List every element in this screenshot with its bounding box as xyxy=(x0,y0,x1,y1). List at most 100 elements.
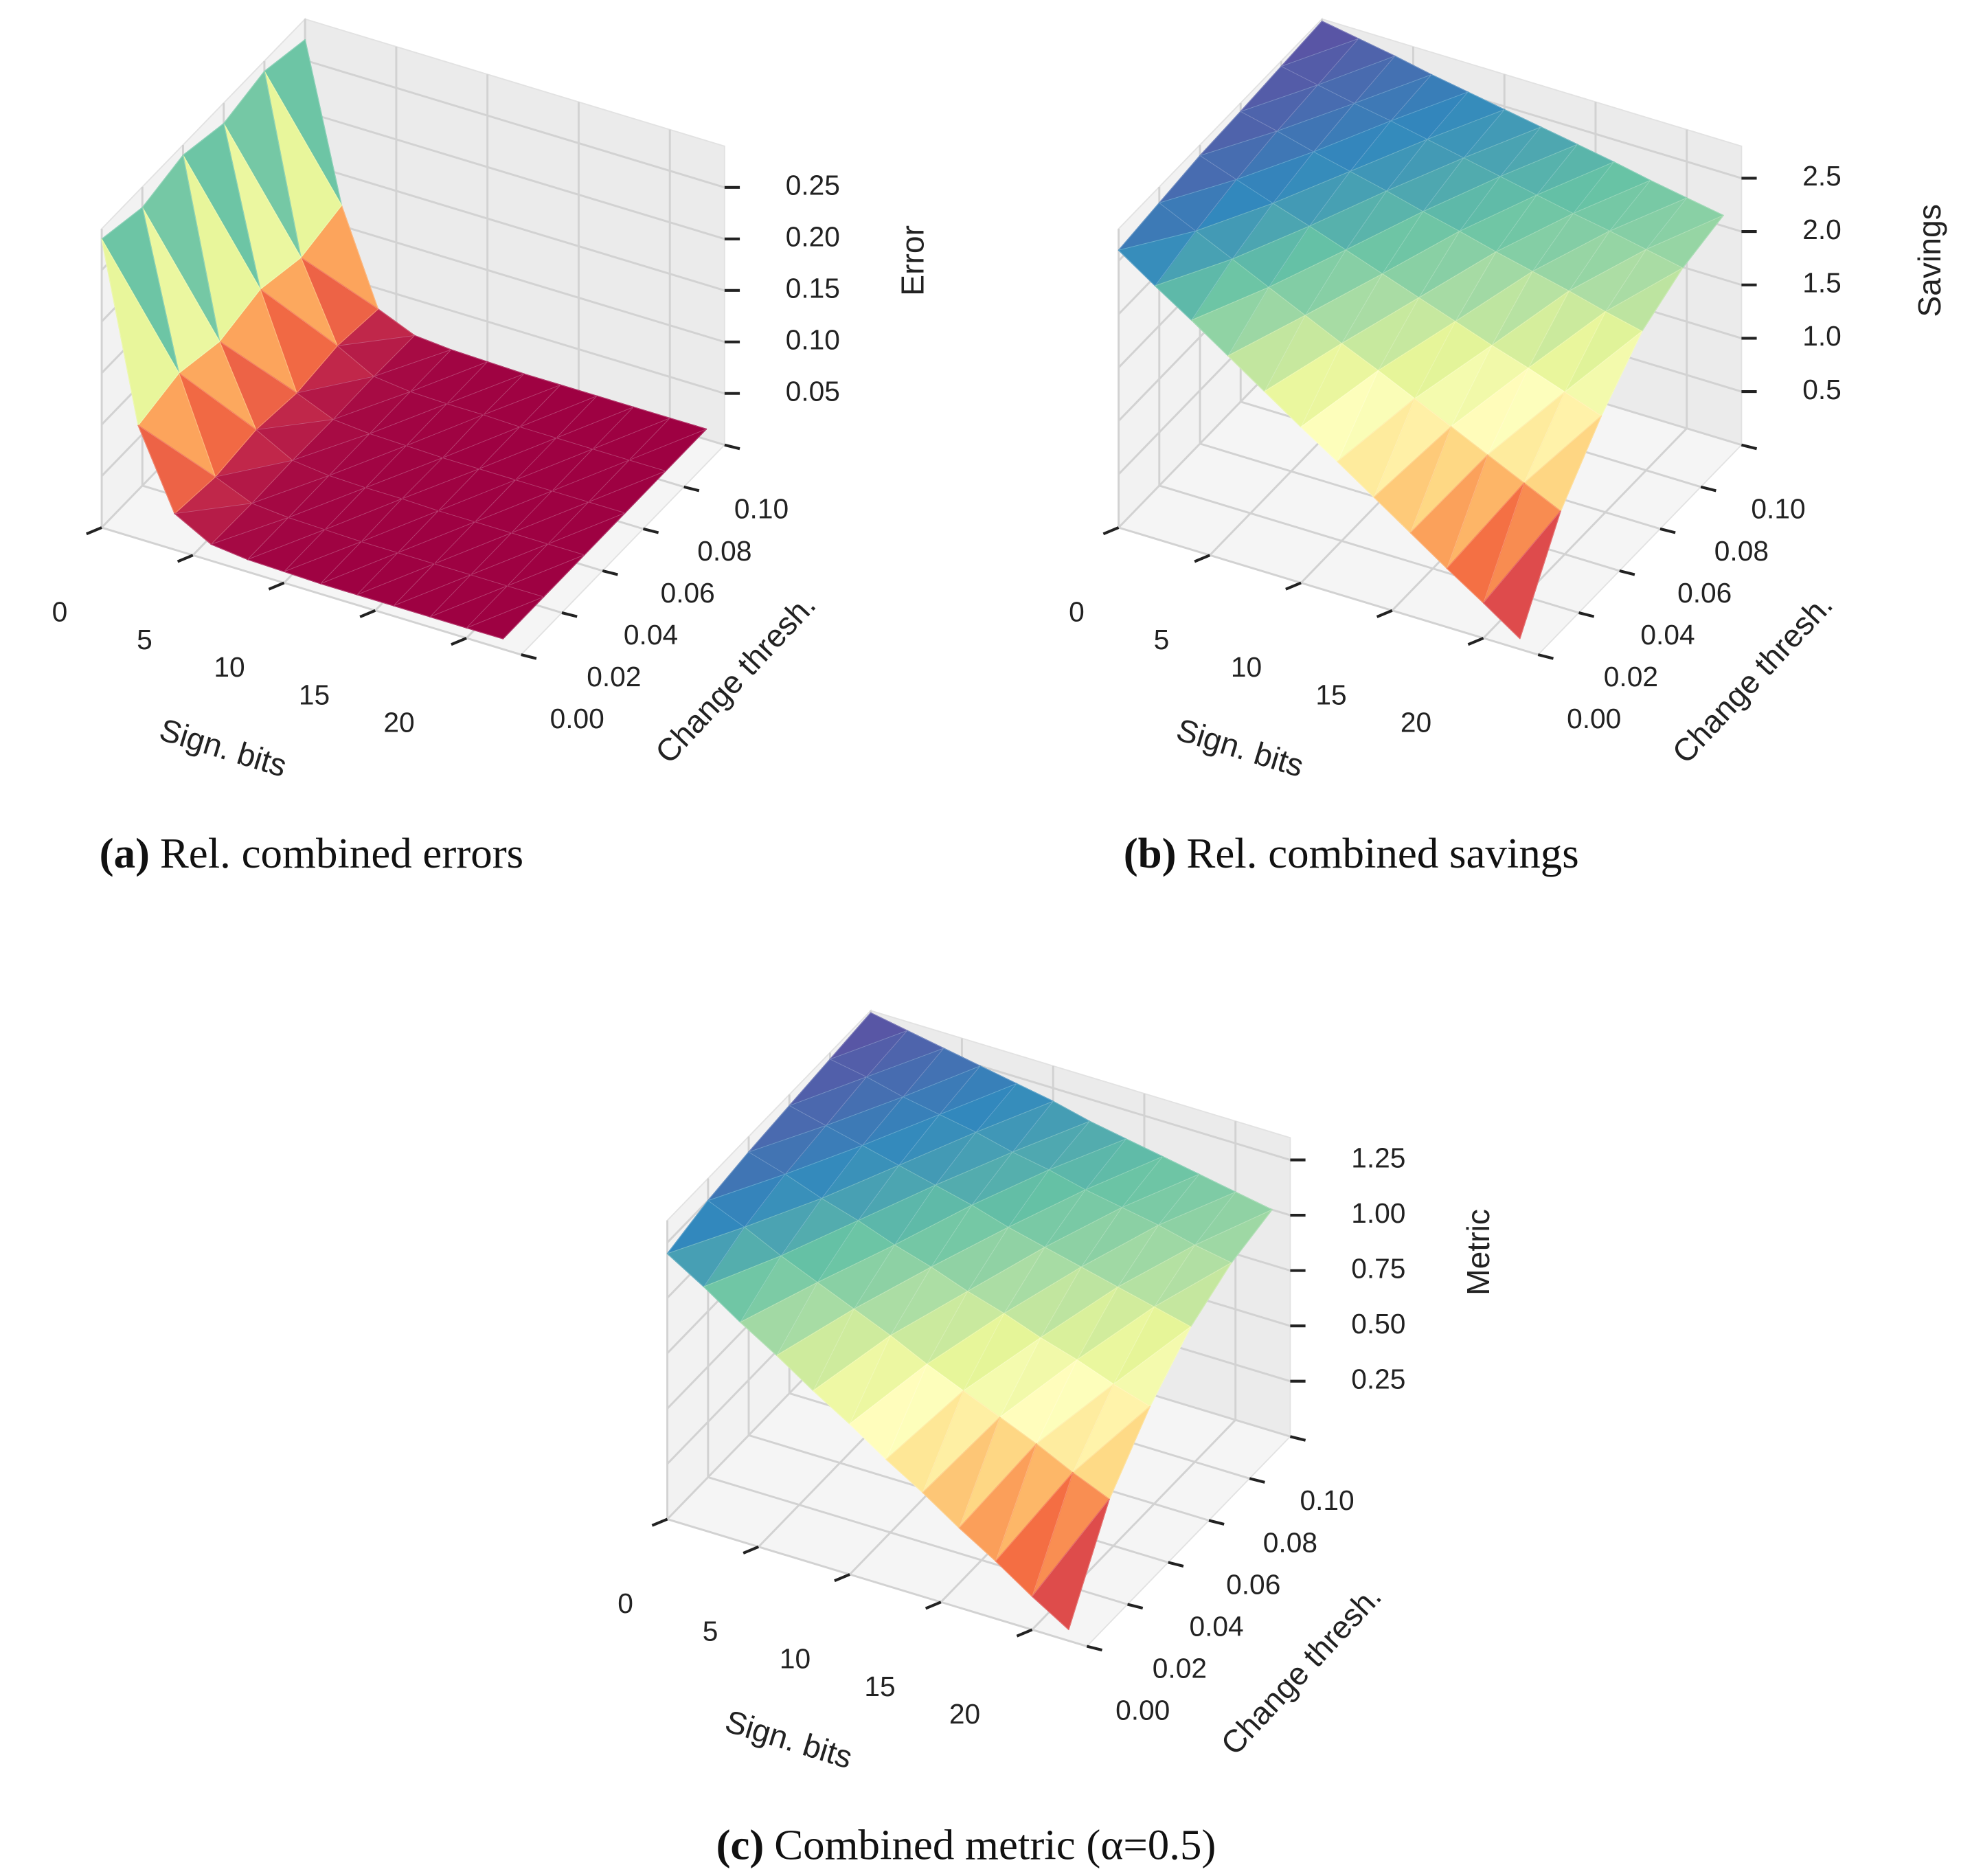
y-tick-label: 0.00 xyxy=(1567,703,1621,734)
x-tick-label: 20 xyxy=(383,707,414,738)
surface-facet xyxy=(1191,286,1269,357)
z-tick-label: 1.0 xyxy=(1802,320,1842,352)
tick-mark xyxy=(834,1573,850,1583)
tick-mark xyxy=(1208,1519,1225,1526)
grid-line xyxy=(304,111,725,240)
tick-mark xyxy=(1249,1477,1265,1484)
y-tick-label: 0.10 xyxy=(1751,493,1805,525)
facet-edge xyxy=(959,1443,1037,1562)
y-tick-label: 0.08 xyxy=(697,535,751,567)
tick-mark xyxy=(1016,1628,1033,1638)
y-axis-label: Change thresh. xyxy=(1665,587,1839,770)
x-axis-label: Sign. bits xyxy=(155,712,291,784)
x-tick-label: 10 xyxy=(1231,651,1262,683)
surface-facet xyxy=(429,585,508,629)
facet-edge xyxy=(1374,426,1452,534)
tick-mark xyxy=(925,1601,942,1610)
facet-edge xyxy=(813,1334,892,1425)
y-tick-label: 0.04 xyxy=(1640,619,1695,651)
surface-facet xyxy=(356,563,435,607)
facet-edge xyxy=(885,1390,964,1493)
facet-edge xyxy=(101,238,179,427)
surface-facet xyxy=(1482,510,1561,640)
surface-facet xyxy=(1446,482,1525,604)
tick-mark xyxy=(1659,527,1676,534)
y-tick-label: 0.00 xyxy=(550,703,604,734)
tick-mark xyxy=(1467,637,1484,646)
facet-edge xyxy=(740,1281,819,1356)
surface-facet xyxy=(101,238,180,426)
caption: (b) Rel. combined savings xyxy=(1124,830,1579,878)
surface-facet xyxy=(885,1390,964,1493)
surface-facet xyxy=(1031,1498,1110,1631)
x-tick-label: 0 xyxy=(52,596,68,628)
tick-mark xyxy=(683,485,700,493)
tick-mark xyxy=(1578,611,1595,618)
y-tick-label: 0.04 xyxy=(1189,1610,1243,1642)
facet-edge xyxy=(356,563,435,607)
z-tick-label: 0.25 xyxy=(1351,1363,1405,1394)
tick-mark xyxy=(1376,609,1393,618)
surface-facet xyxy=(1118,230,1197,286)
surface-facet xyxy=(1337,398,1416,498)
caption-label: (b) xyxy=(1124,830,1177,878)
caption-text: Rel. combined savings xyxy=(1186,830,1578,878)
surface-facet xyxy=(466,596,545,640)
facet-edge xyxy=(1032,1499,1110,1631)
z-tick-label: 0.50 xyxy=(1351,1308,1405,1340)
tick-mark xyxy=(651,1517,668,1527)
y-axis-label: Change thresh. xyxy=(1214,1579,1388,1762)
tick-mark xyxy=(743,1545,760,1555)
surface-facet xyxy=(1409,454,1488,569)
surface-facet xyxy=(703,1255,782,1323)
facet-edge xyxy=(1300,370,1379,462)
x-tick-label: 20 xyxy=(1401,707,1431,738)
surface-facet xyxy=(210,517,289,561)
grid-line xyxy=(304,162,725,292)
facet-edge xyxy=(1410,455,1488,569)
surface-facet xyxy=(393,574,472,618)
x-tick-label: 5 xyxy=(137,624,152,655)
tick-mark xyxy=(177,554,194,563)
subplot: 0 5 10 15 20 0.00 0.02 0.04 0.06 0.08 0.10 0.05 0.10… xyxy=(52,17,931,878)
tick-mark xyxy=(521,653,537,660)
tick-mark xyxy=(1194,554,1211,563)
y-tick-label: 0.10 xyxy=(1300,1484,1354,1516)
y-tick-label: 0.06 xyxy=(661,577,715,609)
tick-mark xyxy=(642,527,659,534)
tick-mark xyxy=(86,526,102,536)
subplot: 0 5 10 15 20 0.00 0.02 0.04 0.06 0.08 0.10 0.5 1.0 1.… xyxy=(1069,17,1947,878)
caption: (c) Combined metric (α=0.5) xyxy=(716,1821,1216,1869)
surface-facet xyxy=(922,1416,1001,1529)
y-tick-label: 0.06 xyxy=(1677,577,1732,609)
subplot: 0 5 10 15 20 0.00 0.02 0.04 0.06 0.08 0.10 0.25 0.50… xyxy=(617,1008,1496,1869)
tick-mark xyxy=(1285,581,1302,591)
x-tick-label: 15 xyxy=(1315,679,1346,710)
surface-facet xyxy=(174,502,253,545)
facet-edge xyxy=(174,503,253,545)
facet-edge xyxy=(922,1416,1001,1529)
tick-mark xyxy=(1619,569,1635,576)
y-tick-label: 0.02 xyxy=(587,661,641,692)
tick-mark xyxy=(268,581,285,591)
x-tick-label: 10 xyxy=(214,651,245,683)
surface-facet xyxy=(849,1364,928,1460)
x-tick-label: 15 xyxy=(299,679,330,710)
z-tick-label: 2.0 xyxy=(1802,214,1842,245)
y-tick-label: 0.10 xyxy=(734,493,789,525)
tick-mark xyxy=(1168,1561,1184,1568)
z-tick-label: 1.5 xyxy=(1802,267,1842,298)
facet-edge xyxy=(1483,510,1561,640)
caption-label: (a) xyxy=(100,830,150,878)
y-tick-label: 0.06 xyxy=(1226,1568,1280,1600)
grid-line xyxy=(304,59,725,189)
surface-facet xyxy=(1264,343,1343,428)
z-tick-label: 0.10 xyxy=(786,324,840,356)
z-axis-label: Error xyxy=(895,225,931,296)
facet-edge xyxy=(1447,482,1525,604)
facet-edge xyxy=(703,1255,782,1323)
facet-edge xyxy=(1227,315,1306,392)
surface-facet xyxy=(1154,258,1233,321)
